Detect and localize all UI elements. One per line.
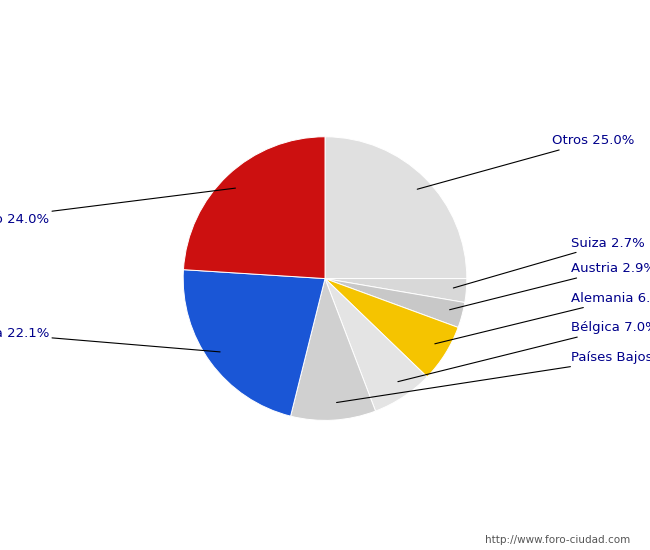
Wedge shape	[291, 279, 376, 420]
Text: Reino Unido 24.0%: Reino Unido 24.0%	[0, 188, 235, 226]
Text: Banyoles - Turistas extranjeros según país - Abril de 2024: Banyoles - Turistas extranjeros según pa…	[86, 12, 564, 28]
Text: Países Bajos 9.7%: Países Bajos 9.7%	[337, 351, 650, 403]
Text: Francia 22.1%: Francia 22.1%	[0, 327, 220, 352]
Wedge shape	[325, 279, 465, 327]
Text: Austria 2.9%: Austria 2.9%	[450, 262, 650, 310]
Text: Alemania 6.6%: Alemania 6.6%	[435, 292, 650, 344]
Text: Otros 25.0%: Otros 25.0%	[417, 134, 634, 189]
Wedge shape	[183, 137, 325, 279]
Text: Bélgica 7.0%: Bélgica 7.0%	[398, 321, 650, 382]
Text: Suiza 2.7%: Suiza 2.7%	[453, 236, 645, 288]
Wedge shape	[325, 279, 458, 377]
Wedge shape	[325, 279, 467, 303]
Wedge shape	[325, 279, 427, 411]
Text: http://www.foro-ciudad.com: http://www.foro-ciudad.com	[486, 535, 630, 545]
Wedge shape	[183, 270, 325, 416]
Wedge shape	[325, 137, 467, 279]
